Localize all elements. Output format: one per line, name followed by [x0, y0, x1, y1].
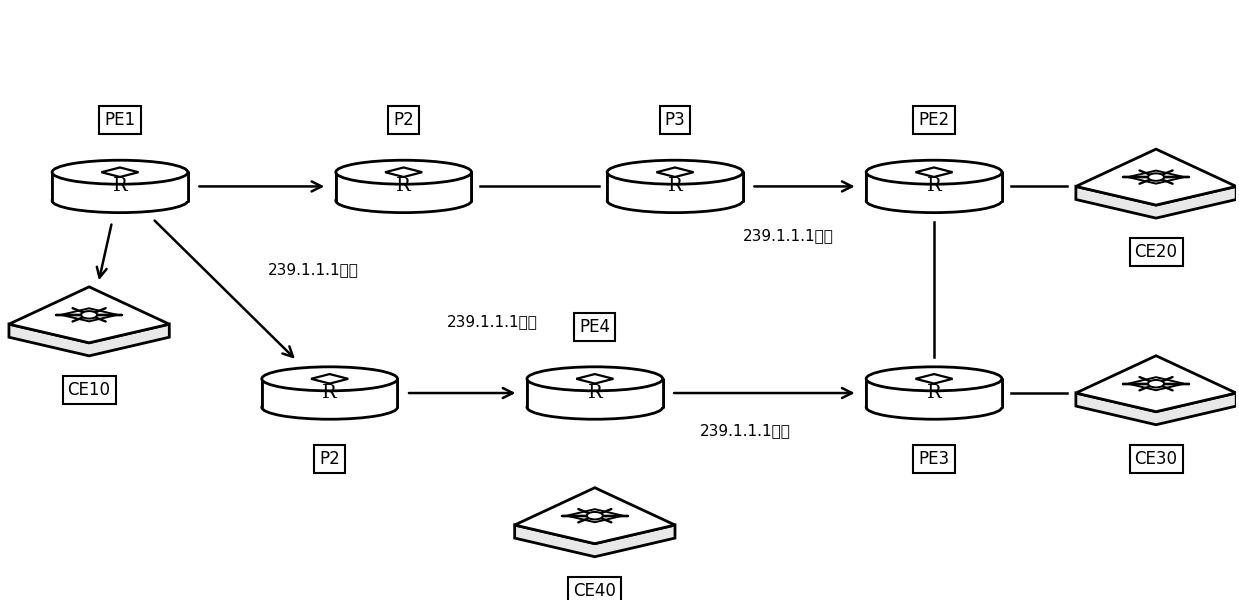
Polygon shape	[916, 374, 953, 383]
Text: P2: P2	[393, 112, 414, 130]
Polygon shape	[9, 324, 170, 356]
Text: PE2: PE2	[918, 112, 949, 130]
Polygon shape	[607, 172, 743, 200]
Text: P3: P3	[664, 112, 685, 130]
Text: P2: P2	[320, 450, 339, 468]
Polygon shape	[102, 167, 139, 177]
Ellipse shape	[527, 395, 663, 419]
Text: PE1: PE1	[104, 112, 135, 130]
Polygon shape	[1075, 393, 1237, 425]
Text: R: R	[396, 178, 411, 196]
Ellipse shape	[607, 160, 743, 184]
Circle shape	[81, 311, 97, 319]
Polygon shape	[657, 167, 694, 177]
Text: R: R	[927, 178, 942, 196]
Ellipse shape	[866, 188, 1002, 212]
Text: PE4: PE4	[580, 318, 611, 336]
Text: R: R	[113, 178, 128, 196]
Circle shape	[1149, 380, 1165, 388]
Polygon shape	[385, 167, 422, 177]
Polygon shape	[9, 287, 170, 343]
Ellipse shape	[52, 188, 188, 212]
Ellipse shape	[527, 367, 663, 391]
Text: PE3: PE3	[918, 450, 949, 468]
Text: 239.1.1.1加入: 239.1.1.1加入	[700, 423, 790, 438]
Ellipse shape	[866, 367, 1002, 391]
Polygon shape	[336, 172, 472, 200]
Text: R: R	[927, 384, 942, 402]
Polygon shape	[514, 525, 675, 557]
Polygon shape	[866, 379, 1002, 407]
Polygon shape	[1075, 356, 1237, 412]
Polygon shape	[916, 167, 953, 177]
Text: CE30: CE30	[1135, 450, 1177, 468]
Text: R: R	[668, 178, 683, 196]
Polygon shape	[514, 488, 675, 544]
Circle shape	[587, 512, 603, 520]
Ellipse shape	[866, 160, 1002, 184]
Polygon shape	[527, 379, 663, 407]
Ellipse shape	[866, 395, 1002, 419]
Polygon shape	[1075, 149, 1237, 205]
Polygon shape	[576, 374, 613, 383]
Ellipse shape	[261, 395, 398, 419]
Ellipse shape	[336, 160, 472, 184]
Text: CE20: CE20	[1135, 244, 1177, 262]
Circle shape	[1149, 173, 1165, 181]
Polygon shape	[311, 374, 348, 383]
Text: 239.1.1.1加入: 239.1.1.1加入	[268, 262, 359, 277]
Text: CE10: CE10	[68, 381, 110, 399]
Ellipse shape	[52, 160, 188, 184]
Polygon shape	[866, 172, 1002, 200]
Polygon shape	[1075, 187, 1237, 218]
Ellipse shape	[336, 188, 472, 212]
Text: R: R	[322, 384, 337, 402]
Polygon shape	[261, 379, 398, 407]
Text: 239.1.1.1加入: 239.1.1.1加入	[743, 228, 834, 243]
Ellipse shape	[261, 367, 398, 391]
Ellipse shape	[607, 188, 743, 212]
Text: R: R	[587, 384, 602, 402]
Text: 239.1.1.1加入: 239.1.1.1加入	[447, 314, 538, 329]
Polygon shape	[52, 172, 188, 200]
Text: CE40: CE40	[574, 582, 616, 600]
